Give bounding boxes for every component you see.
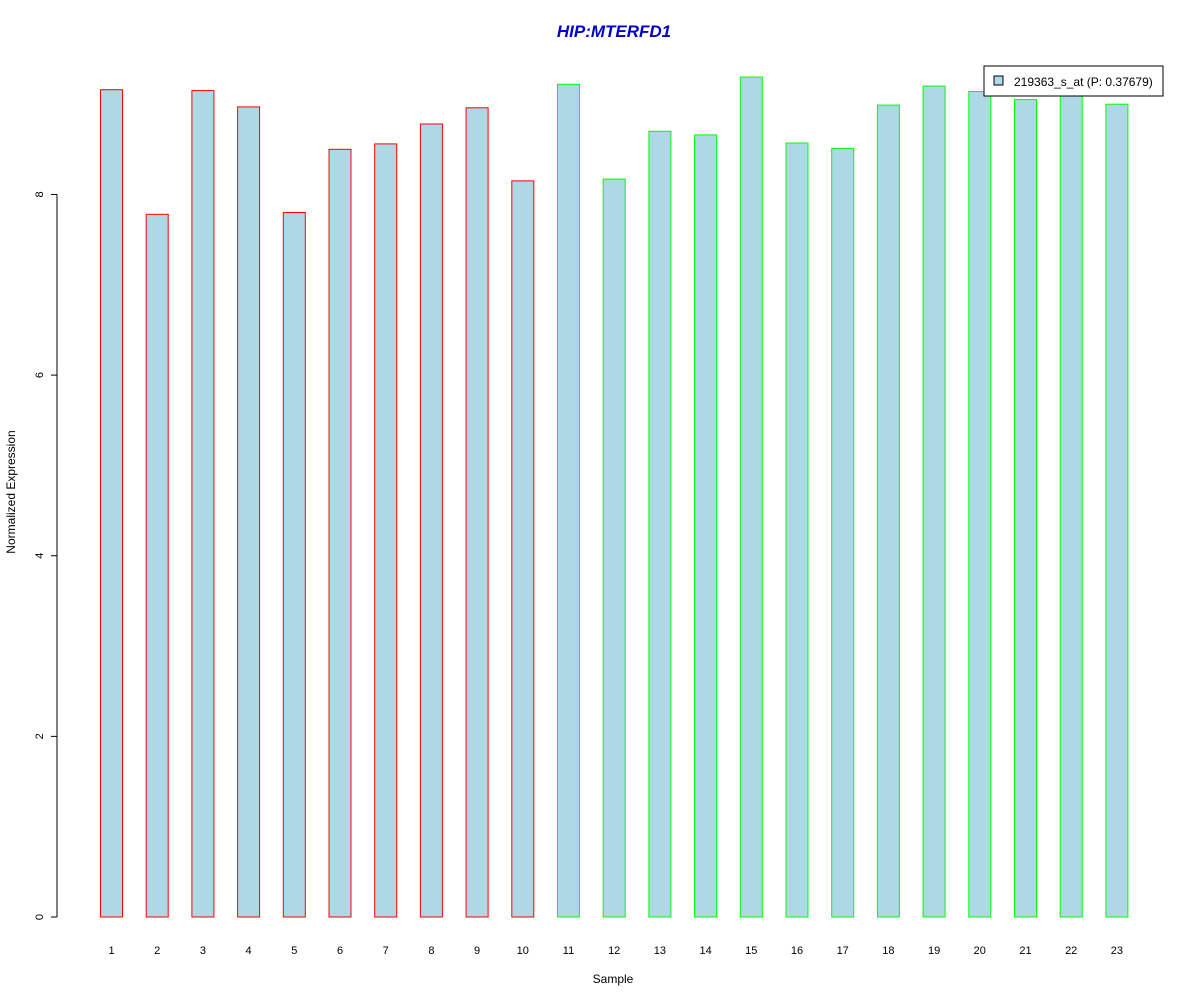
x-tick-label-3: 3 xyxy=(200,945,206,957)
bars-layer xyxy=(100,76,1129,918)
bar-sample-9 xyxy=(465,107,489,918)
x-tick-label-13: 13 xyxy=(654,945,666,957)
bar-sample-14 xyxy=(694,134,718,918)
bar-sample-8 xyxy=(419,123,443,918)
x-tick-label-22: 22 xyxy=(1065,945,1077,957)
bar-sample-18 xyxy=(876,104,900,918)
bar-sample-17 xyxy=(831,147,855,918)
y-tick-label-6: 6 xyxy=(34,372,46,378)
x-tick-label-17: 17 xyxy=(837,945,849,957)
legend-label: 219363_s_at (P: 0.37679) xyxy=(1014,75,1153,89)
bar-sample-5 xyxy=(282,212,306,918)
bar-sample-23 xyxy=(1105,103,1129,918)
x-tick-label-12: 12 xyxy=(608,945,620,957)
x-tick-label-1: 1 xyxy=(108,945,114,957)
y-axis: 0 2 4 6 8 xyxy=(34,191,58,920)
bar-sample-12 xyxy=(602,178,626,918)
x-tick-label-9: 9 xyxy=(474,945,480,957)
y-tick-label-0: 0 xyxy=(34,914,46,920)
bar-sample-11 xyxy=(557,83,580,918)
x-tick-label-6: 6 xyxy=(337,945,343,957)
x-tick-label-18: 18 xyxy=(882,945,894,957)
x-tick-label-10: 10 xyxy=(517,945,529,957)
bar-sample-13 xyxy=(648,130,672,918)
x-tick-label-19: 19 xyxy=(928,945,940,957)
x-tick-label-14: 14 xyxy=(699,945,711,957)
x-tick-label-4: 4 xyxy=(246,945,252,957)
bar-sample-1 xyxy=(100,89,123,918)
bar-sample-16 xyxy=(785,142,809,918)
x-tick-labels: 1 2 3 4 5 6 7 8 9 10 11 12 13 14 15 16 17 18 19 20 21 22 23 xyxy=(108,945,1123,957)
bar-sample-19 xyxy=(922,85,946,918)
x-tick-label-23: 23 xyxy=(1111,945,1123,957)
bar-sample-2 xyxy=(145,213,169,918)
bar-sample-15 xyxy=(739,76,763,918)
bar-sample-20 xyxy=(968,91,992,918)
bar-sample-6 xyxy=(328,148,352,918)
x-tick-label-11: 11 xyxy=(563,945,574,957)
x-tick-label-20: 20 xyxy=(974,945,986,957)
bar-sample-4 xyxy=(237,106,261,918)
legend-swatch xyxy=(993,75,1004,86)
x-tick-label-8: 8 xyxy=(428,945,434,957)
y-tick-label-8: 8 xyxy=(34,191,46,197)
y-tick-label-2: 2 xyxy=(34,733,46,739)
chart-title: HIP:MTERFD1 xyxy=(557,22,671,41)
y-axis-label: Normalized Expression xyxy=(4,430,18,553)
legend-box xyxy=(983,65,1164,97)
x-tick-label-21: 21 xyxy=(1019,945,1031,957)
y-tick-label-4: 4 xyxy=(34,553,46,559)
bar-sample-10 xyxy=(511,180,535,918)
bar-sample-7 xyxy=(374,143,398,918)
legend: 219363_s_at (P: 0.37679) xyxy=(983,65,1164,97)
bar-sample-21 xyxy=(1014,99,1037,918)
x-tick-label-2: 2 xyxy=(154,945,160,957)
x-axis-label: Sample xyxy=(593,972,634,986)
x-tick-label-5: 5 xyxy=(291,945,297,957)
x-tick-label-7: 7 xyxy=(383,945,389,957)
bar-sample-22 xyxy=(1059,94,1083,918)
bar-sample-3 xyxy=(191,90,215,918)
x-tick-label-16: 16 xyxy=(791,945,803,957)
x-tick-label-15: 15 xyxy=(745,945,757,957)
